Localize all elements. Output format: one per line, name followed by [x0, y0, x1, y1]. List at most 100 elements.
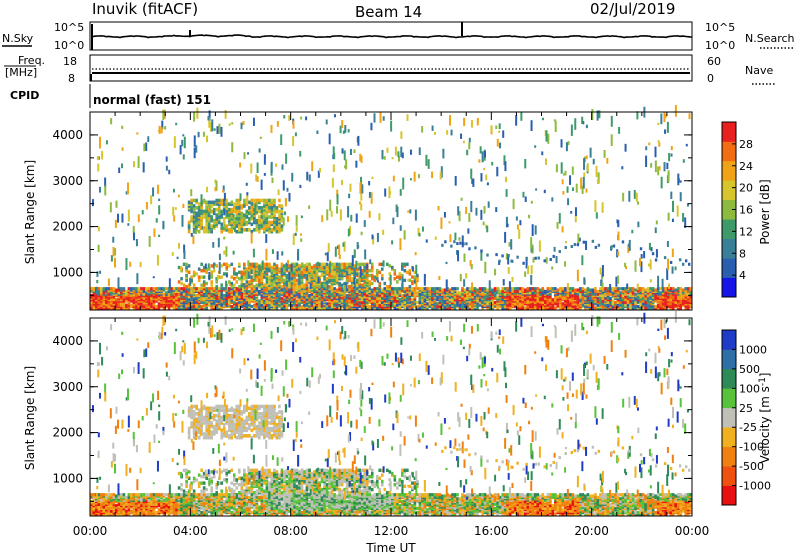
power-cell: [370, 273, 374, 278]
power-cell: [225, 213, 229, 217]
power-cell: [202, 209, 206, 214]
power-cell: [646, 293, 650, 298]
power-cell: [182, 287, 186, 291]
power-cell: [225, 296, 229, 300]
power-cell: [192, 224, 196, 228]
power-cell: [414, 252, 417, 256]
power-cell: [192, 222, 196, 227]
power-cell: [161, 120, 164, 130]
power-cell: [222, 198, 226, 203]
power-cell: [202, 229, 206, 234]
power-cell: [639, 247, 643, 251]
power-cell: [207, 226, 211, 230]
power-cell: [268, 198, 271, 203]
power-cell: [280, 211, 284, 216]
power-cell: [182, 262, 186, 266]
power-cell: [383, 281, 387, 286]
power-cell: [211, 119, 214, 132]
power-cell: [480, 249, 483, 253]
power-cell: [147, 136, 150, 142]
power-cell: [664, 129, 667, 134]
power-cell: [253, 198, 256, 203]
colorbar-swatch: [722, 160, 736, 181]
power-cell: [649, 292, 652, 296]
power-cell: [330, 288, 334, 292]
beam-title: Beam 14: [355, 3, 422, 21]
power-cell: [343, 265, 346, 270]
power-cell: [157, 298, 161, 302]
nsearch-label: N.Search: [745, 32, 795, 45]
power-cell: [627, 243, 631, 247]
power-cell: [384, 188, 387, 197]
power-cell: [472, 178, 475, 187]
power-cell: [533, 287, 537, 291]
power-cell: [212, 226, 216, 230]
power-cell: [185, 287, 188, 291]
power-cell: [574, 304, 577, 309]
power-cell: [343, 281, 346, 286]
power-cell: [270, 198, 274, 203]
power-cell: [170, 303, 173, 307]
power-cell: [560, 162, 563, 174]
power-cell: [200, 217, 203, 221]
power-cell: [285, 273, 289, 278]
power-cell: [227, 287, 231, 291]
power-cell: [250, 222, 254, 227]
power-cell: [255, 287, 259, 291]
power-cell: [295, 299, 299, 303]
power-cell: [579, 287, 582, 291]
power-cell: [565, 240, 568, 244]
power-cell: [355, 287, 359, 291]
power-cell: [571, 296, 575, 300]
power-cell: [273, 204, 276, 208]
power-cell: [300, 304, 304, 309]
power-cell: [217, 304, 221, 309]
velocity-cell: [90, 512, 93, 516]
power-cell: [406, 262, 409, 266]
power-cell: [347, 206, 350, 218]
power-cell: [248, 289, 251, 294]
power-cell: [210, 229, 213, 234]
power-cell: [391, 289, 394, 294]
power-cell: [396, 303, 399, 307]
power-cell: [275, 287, 279, 291]
power-cell: [187, 295, 191, 299]
power-cell: [127, 287, 131, 291]
power-cell: [202, 283, 206, 287]
power-cell: [667, 283, 670, 289]
power-cell: [97, 156, 100, 160]
power-cell: [581, 185, 584, 194]
power-cell: [187, 287, 191, 291]
power-cell: [206, 135, 209, 143]
power-cell: [478, 159, 481, 163]
power-cell: [433, 289, 437, 294]
power-cell: [516, 287, 520, 291]
power-cell: [152, 287, 156, 291]
power-cell: [276, 120, 279, 127]
power-cell: [446, 130, 449, 135]
power-cell: [192, 207, 196, 212]
power-cell: [582, 176, 585, 189]
power-cell: [335, 262, 339, 266]
power-cell: [202, 200, 206, 205]
power-cell: [348, 285, 351, 289]
power-cell: [679, 180, 682, 183]
power-cell: [200, 206, 203, 210]
power-cell: [227, 209, 231, 214]
power-cell: [401, 293, 404, 298]
power-cell: [483, 287, 487, 291]
power-cell: [666, 268, 669, 280]
power-cell: [370, 269, 374, 273]
power-cell: [476, 117, 479, 126]
power-cell: [564, 296, 567, 300]
power-cell: [444, 240, 447, 244]
power-cell: [320, 265, 323, 269]
power-cell: [220, 126, 223, 137]
power-cell: [222, 217, 226, 221]
power-cell: [406, 287, 409, 291]
power-cell: [162, 220, 165, 228]
power-cell: [431, 293, 434, 298]
power-cell: [561, 302, 565, 306]
power-cell: [648, 142, 651, 146]
power-cell: [250, 198, 254, 203]
